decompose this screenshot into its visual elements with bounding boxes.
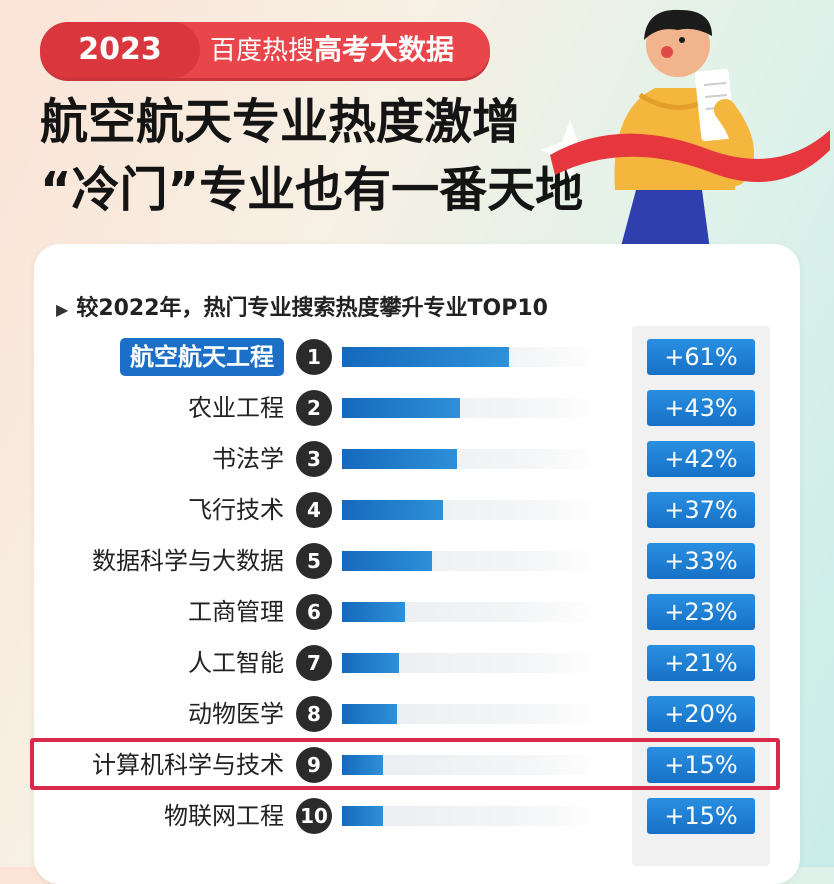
bar xyxy=(342,653,400,673)
bar xyxy=(342,347,509,367)
header-emphasis: 高考大数据 xyxy=(314,33,455,66)
bar-track xyxy=(342,653,602,673)
bar-track xyxy=(342,449,602,469)
chart-row: 书法学 3 +42% xyxy=(34,436,800,482)
value-label: +61% xyxy=(647,339,755,375)
value-label: +20% xyxy=(647,696,755,732)
bar-track xyxy=(342,755,602,775)
chart-row: 物联网工程 10 +15% xyxy=(34,793,800,839)
rank-badge: 8 xyxy=(296,696,332,732)
value-label: +33% xyxy=(647,543,755,579)
chart-row: 航空航天工程 1 +61% xyxy=(34,334,800,380)
headline-line1: 航空航天专业热度激增 xyxy=(40,94,521,150)
rank-badge: 9 xyxy=(296,747,332,783)
bar xyxy=(342,704,397,724)
ribbon-decoration xyxy=(550,130,830,183)
bar-track xyxy=(342,500,602,520)
chart-row: 动物医学 8 +20% xyxy=(34,691,800,737)
rank-badge: 7 xyxy=(296,645,332,681)
bar-track xyxy=(342,551,602,571)
chart-title: ▶ 较2022年，热门专业搜索热度攀升专业TOP10 xyxy=(56,290,548,322)
bar xyxy=(342,602,405,622)
chart-card: ▶ 较2022年，热门专业搜索热度攀升专业TOP10 航空航天工程 1 +61% 农业工… xyxy=(34,244,800,884)
year-label: 2023 xyxy=(40,22,200,78)
chart-row: 人工智能 7 +21% xyxy=(34,640,800,686)
bar xyxy=(342,398,460,418)
header-subtitle: 百度热搜高考大数据 xyxy=(210,22,454,78)
bar xyxy=(342,500,444,520)
category-label: 数据科学与大数据 xyxy=(92,547,284,575)
header-prefix: 百度热搜 xyxy=(210,36,315,66)
bar xyxy=(342,551,433,571)
category-label: 书法学 xyxy=(212,445,284,473)
category-label: 工商管理 xyxy=(188,598,284,626)
rank-badge: 4 xyxy=(296,492,332,528)
highlight-box-row-9 xyxy=(30,738,780,790)
rank-badge: 10 xyxy=(296,798,332,834)
category-label: 农业工程 xyxy=(188,394,284,422)
student-mascot-illustration xyxy=(540,9,830,250)
rank-badge: 5 xyxy=(296,543,332,579)
play-triangle-icon: ▶ xyxy=(56,300,69,319)
category-label: 计算机科学与技术 xyxy=(92,751,284,779)
category-label: 航空航天工程 xyxy=(120,338,284,376)
header-badge: 2023 百度热搜高考大数据 xyxy=(40,22,490,78)
chart-row: 飞行技术 4 +37% xyxy=(34,487,800,533)
category-label: 动物医学 xyxy=(188,700,284,728)
rank-badge: 1 xyxy=(296,339,332,375)
bar xyxy=(342,449,457,469)
chart-row: 数据科学与大数据 5 +33% xyxy=(34,538,800,584)
category-label: 飞行技术 xyxy=(188,496,284,524)
value-label: +42% xyxy=(647,441,755,477)
bar-track xyxy=(342,806,602,826)
value-label: +15% xyxy=(647,798,755,834)
chart-title-text: 较2022年，热门专业搜索热度攀升专业TOP10 xyxy=(76,296,548,321)
chart-row: 计算机科学与技术 9 +15% xyxy=(34,742,800,788)
category-label: 人工智能 xyxy=(188,649,284,677)
value-label: +23% xyxy=(647,594,755,630)
rank-badge: 2 xyxy=(296,390,332,426)
headline-line2: “冷门”专业也有一番天地 xyxy=(40,162,584,218)
value-label: +43% xyxy=(647,390,755,426)
chart-row: 农业工程 2 +43% xyxy=(34,385,800,431)
value-label: +15% xyxy=(647,747,755,783)
bar xyxy=(342,755,384,775)
rank-badge: 6 xyxy=(296,594,332,630)
value-label: +37% xyxy=(647,492,755,528)
rank-badge: 3 xyxy=(296,441,332,477)
bar-track xyxy=(342,704,602,724)
bar-track xyxy=(342,398,602,418)
bar-track xyxy=(342,347,602,367)
bar xyxy=(342,806,384,826)
category-label: 物联网工程 xyxy=(164,802,284,830)
bar-track xyxy=(342,602,602,622)
value-label: +21% xyxy=(647,645,755,681)
chart-row: 工商管理 6 +23% xyxy=(34,589,800,635)
